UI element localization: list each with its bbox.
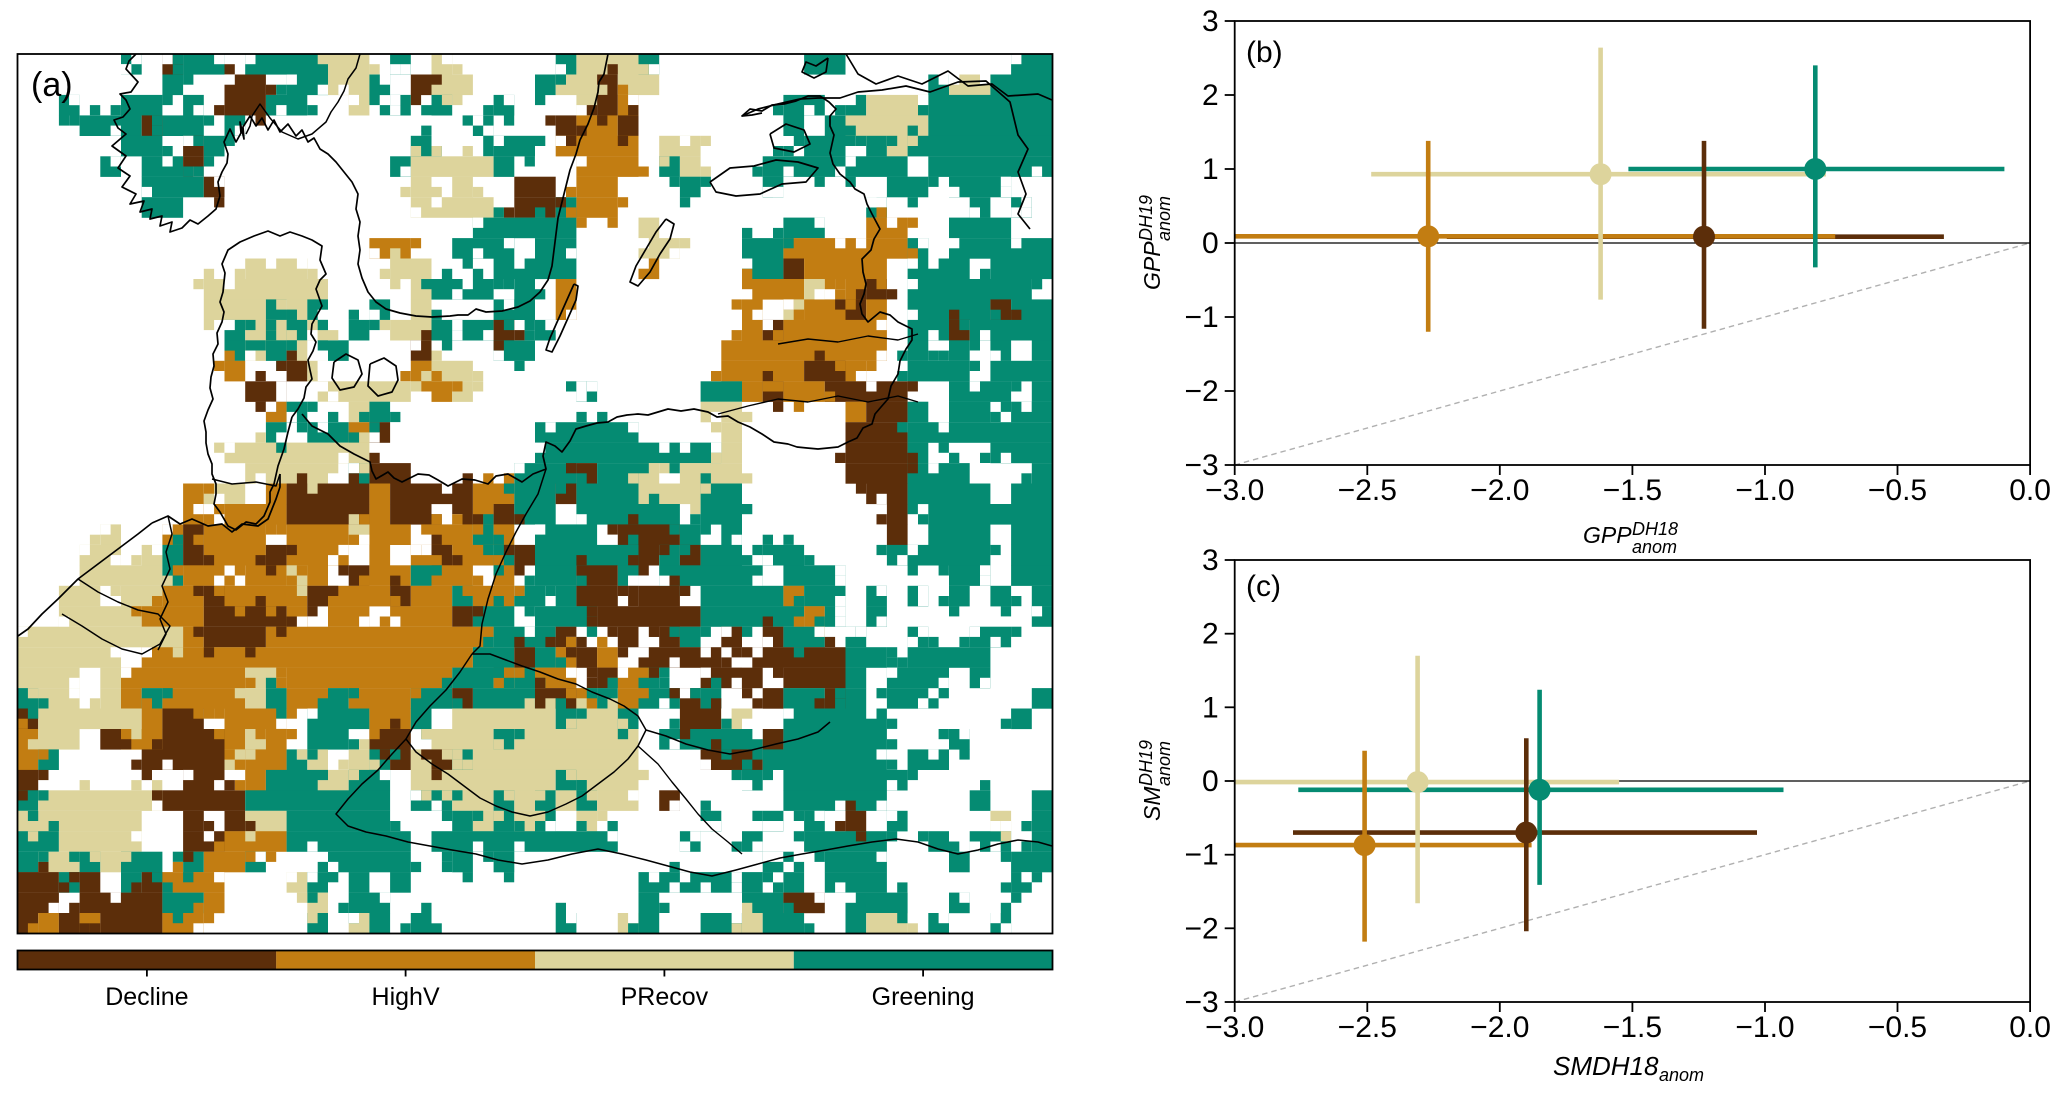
svg-text:SMDH18: SMDH18 — [1553, 1051, 1659, 1081]
svg-text:−1.0: −1.0 — [1735, 474, 1794, 507]
svg-text:GPP: GPP — [1139, 241, 1165, 290]
svg-text:0.0: 0.0 — [2009, 474, 2051, 507]
svg-text:−2: −2 — [1184, 375, 1218, 408]
svg-text:−2.0: −2.0 — [1470, 1011, 1529, 1044]
svg-text:−0.5: −0.5 — [1868, 474, 1927, 507]
svg-text:PRecov: PRecov — [621, 983, 709, 1011]
svg-text:−1: −1 — [1184, 301, 1218, 334]
svg-text:anom: anom — [1154, 196, 1174, 241]
svg-text:−3.0: −3.0 — [1205, 1011, 1264, 1044]
svg-text:−3.0: −3.0 — [1205, 474, 1264, 507]
svg-text:−2: −2 — [1184, 912, 1218, 945]
svg-text:(c): (c) — [1246, 570, 1281, 603]
svg-text:0: 0 — [1202, 227, 1219, 260]
svg-text:−3: −3 — [1184, 986, 1218, 1019]
svg-text:(a): (a) — [31, 66, 73, 104]
svg-text:−1.5: −1.5 — [1603, 474, 1662, 507]
svg-text:Decline: Decline — [105, 983, 188, 1011]
svg-text:1: 1 — [1202, 153, 1219, 186]
svg-text:3: 3 — [1202, 544, 1219, 577]
svg-text:DH19: DH19 — [1136, 195, 1156, 241]
svg-text:(b): (b) — [1246, 36, 1283, 69]
svg-text:1: 1 — [1202, 691, 1219, 724]
svg-text:0.0: 0.0 — [2009, 1011, 2051, 1044]
svg-text:2: 2 — [1202, 79, 1219, 112]
svg-text:−1: −1 — [1184, 839, 1218, 872]
svg-text:0: 0 — [1202, 765, 1219, 798]
svg-text:SM: SM — [1139, 786, 1165, 821]
svg-text:−0.5: −0.5 — [1868, 1011, 1927, 1044]
svg-text:Greening: Greening — [872, 983, 975, 1011]
svg-text:−2.5: −2.5 — [1338, 474, 1397, 507]
svg-text:GPP: GPP — [1583, 522, 1632, 548]
svg-text:anom: anom — [1659, 1065, 1704, 1085]
svg-text:−1.5: −1.5 — [1603, 1011, 1662, 1044]
svg-text:−3: −3 — [1184, 449, 1218, 482]
svg-text:anom: anom — [1154, 741, 1174, 786]
svg-text:HighV: HighV — [372, 983, 440, 1011]
svg-text:−1.0: −1.0 — [1735, 1011, 1794, 1044]
svg-text:DH19: DH19 — [1136, 740, 1156, 786]
svg-text:−2.5: −2.5 — [1338, 1011, 1397, 1044]
svg-text:3: 3 — [1202, 5, 1219, 38]
svg-text:anom: anom — [1632, 537, 1677, 557]
svg-text:−2.0: −2.0 — [1470, 474, 1529, 507]
svg-text:2: 2 — [1202, 618, 1219, 651]
svg-text:DH18: DH18 — [1632, 519, 1678, 539]
